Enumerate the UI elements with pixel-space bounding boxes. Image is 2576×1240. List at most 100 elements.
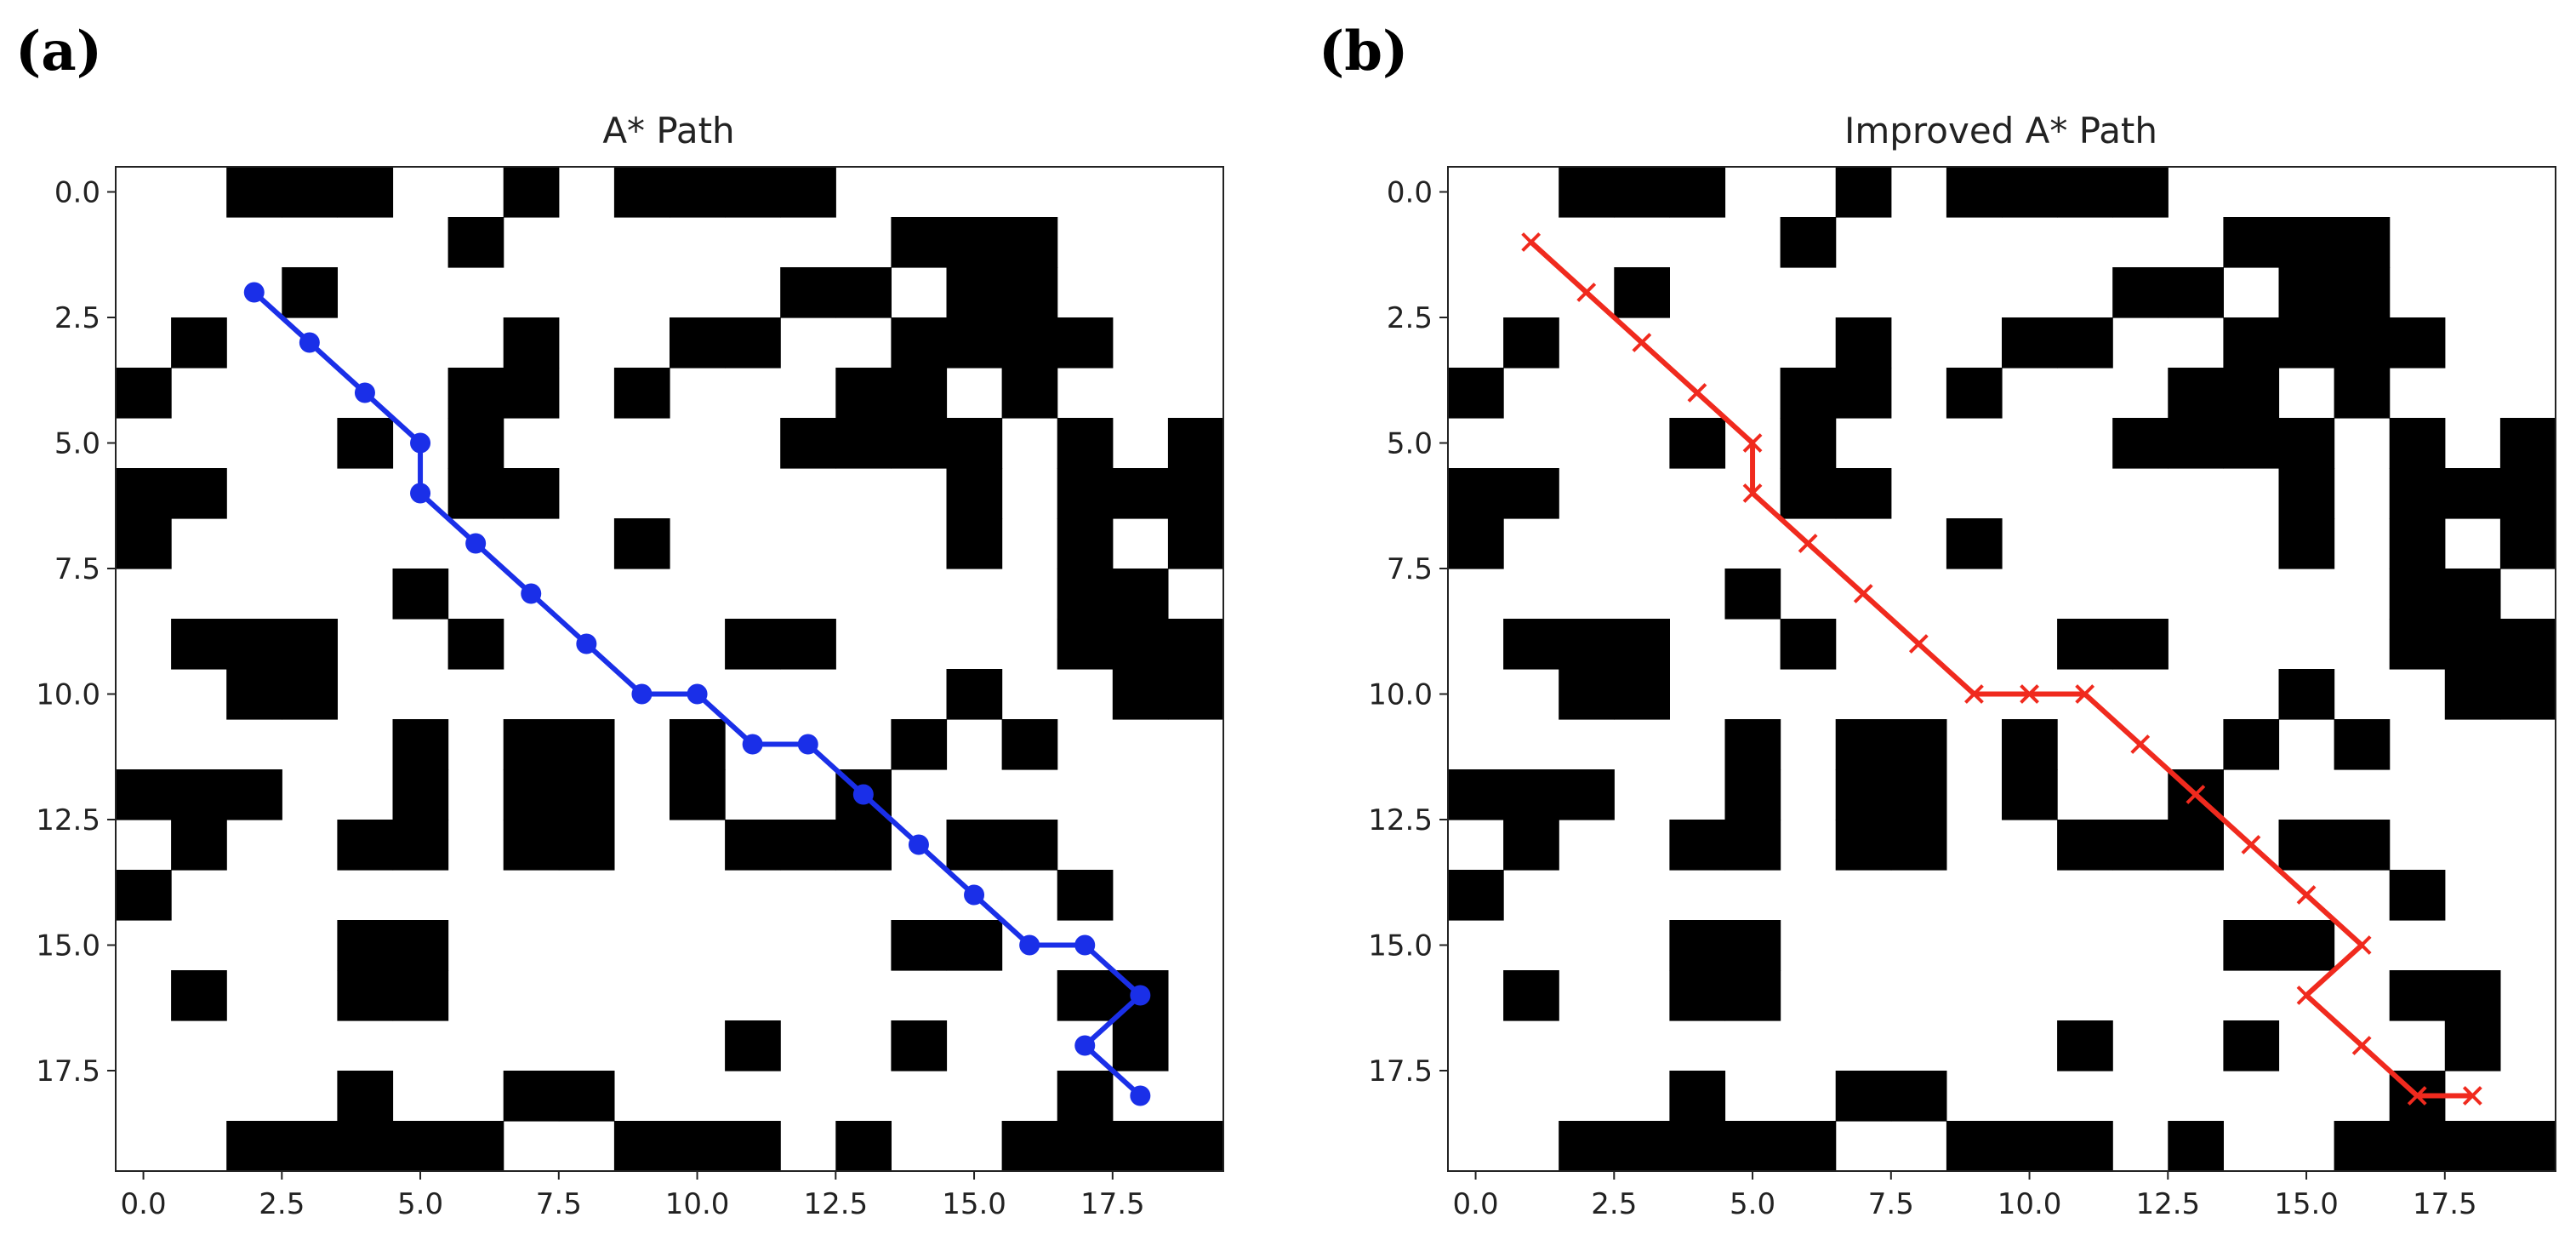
- obstacle-cell: [946, 468, 1003, 519]
- obstacle-cell: [1448, 368, 1504, 419]
- path-point: [2020, 684, 2039, 704]
- x-tick-label: 7.5: [536, 1187, 582, 1221]
- obstacle-cell: [946, 820, 1003, 871]
- x-tick-label: 7.5: [1868, 1187, 1914, 1221]
- obstacle-cell: [1167, 669, 1224, 720]
- obstacle-cell: [337, 820, 394, 871]
- path-point: [742, 734, 763, 755]
- obstacle-cell: [447, 1121, 504, 1172]
- obstacle-cell: [946, 518, 1003, 569]
- obstacle-cell: [1835, 368, 1892, 419]
- path-point: [852, 784, 874, 805]
- x-tick-label: 17.5: [1080, 1187, 1145, 1221]
- obstacle-cell: [1448, 769, 1504, 820]
- obstacle-cell: [670, 769, 726, 820]
- obstacle-cell: [503, 368, 560, 419]
- obstacle-cell: [1057, 569, 1114, 620]
- obstacle-cell: [1112, 1020, 1169, 1071]
- obstacle-cell: [1835, 167, 1892, 218]
- obstacle-cell: [2389, 518, 2446, 569]
- obstacle-cell: [891, 418, 948, 469]
- x-tick-label: 5.0: [1730, 1187, 1775, 1221]
- obstacle-cell: [1724, 569, 1781, 620]
- path-point: [465, 533, 487, 554]
- obstacle-cell: [2278, 317, 2335, 369]
- path-point: [631, 683, 653, 705]
- obstacle-cell: [171, 619, 227, 670]
- obstacle-cell: [171, 769, 227, 820]
- path-point-stroke: [2020, 684, 2039, 704]
- path-point: [2075, 684, 2095, 704]
- path-point-stroke: [2241, 835, 2261, 854]
- y-tick-label: 7.5: [1387, 552, 1433, 586]
- obstacle-cell: [725, 317, 781, 369]
- obstacle-cell: [2278, 217, 2335, 268]
- obstacle-cell: [282, 267, 338, 318]
- obstacle-cell: [835, 1121, 892, 1172]
- path-point: [521, 583, 542, 604]
- obstacle-cell: [1780, 368, 1837, 419]
- path-point: [410, 483, 431, 504]
- obstacle-cell: [392, 1121, 449, 1172]
- obstacle-cell: [670, 719, 726, 770]
- y-tick-label: 17.5: [1368, 1054, 1433, 1089]
- x-tick-label: 5.0: [397, 1187, 443, 1221]
- obstacle-cell: [1167, 468, 1224, 519]
- panel-a-plot-area: 0.0 2.5 5.0 7.5 10.0 12.5 15.0 17.5 0.0 2.5 5.0 7.5…: [36, 166, 1224, 1221]
- obstacle-cell: [2278, 920, 2335, 971]
- obstacle-cell: [2168, 368, 2224, 419]
- path-point-stroke: [1742, 483, 1763, 503]
- obstacle-cell: [2278, 669, 2335, 720]
- obstacle-cell: [2499, 669, 2556, 720]
- obstacle-cell: [282, 619, 338, 670]
- obstacle-cell: [780, 267, 836, 318]
- obstacle-cell: [1001, 820, 1058, 871]
- obstacle-cell: [2444, 468, 2501, 519]
- path-point-stroke: [1798, 534, 1818, 553]
- obstacle-cell: [2278, 468, 2335, 519]
- obstacle-cell: [2444, 1020, 2501, 1071]
- path-point: [2351, 1036, 2372, 1055]
- y-tick-label: 17.5: [36, 1054, 100, 1089]
- obstacle-cell: [1112, 569, 1169, 620]
- obstacle-cell: [2499, 468, 2556, 519]
- obstacle-cell: [780, 418, 836, 469]
- obstacle-cell: [1112, 1121, 1169, 1172]
- path-point-stroke: [2351, 935, 2372, 955]
- obstacle-cell: [392, 970, 449, 1021]
- y-tick-label: 10.0: [1368, 678, 1433, 712]
- obstacle-cell: [670, 167, 726, 218]
- obstacle-cell: [337, 418, 394, 469]
- obstacle-cell: [725, 1020, 781, 1071]
- obstacle-cell: [780, 167, 836, 218]
- obstacle-cell: [891, 217, 948, 268]
- obstacle-cell: [558, 769, 615, 820]
- obstacle-cell: [2499, 1121, 2556, 1172]
- obstacle-cell: [2389, 569, 2446, 620]
- path-point: [2407, 1086, 2427, 1106]
- obstacle-cell: [1057, 468, 1114, 519]
- path-point: [1632, 333, 1652, 352]
- obstacle-cell: [1835, 769, 1892, 820]
- obstacle-cell: [116, 368, 172, 419]
- panel-b-plot-area: 0.0 2.5 5.0 7.5 10.0 12.5 15.0 17.5 0.0 2.5 5.0 7.5…: [1368, 166, 2556, 1221]
- path-point: [1074, 1035, 1096, 1056]
- obstacle-cell: [1669, 820, 1726, 871]
- obstacle-cell: [226, 669, 282, 720]
- path-point: [1742, 483, 1763, 503]
- obstacle-cell: [1057, 418, 1114, 469]
- path-point-stroke: [1853, 584, 1873, 603]
- obstacle-cell: [835, 418, 892, 469]
- obstacle-cell: [725, 1121, 781, 1172]
- plot-frame: [115, 166, 1224, 1172]
- path-point-stroke: [2296, 986, 2317, 1005]
- obstacle-cell: [2112, 820, 2169, 871]
- path-point: [2241, 835, 2261, 854]
- obstacle-cell: [1559, 769, 1615, 820]
- panel-a-label: (a): [15, 20, 102, 83]
- obstacle-cell: [1001, 719, 1058, 770]
- obstacle-cell: [1890, 1071, 1947, 1122]
- path-point-stroke: [2407, 1086, 2427, 1106]
- obstacle-cell: [1167, 518, 1224, 569]
- path-point: [908, 834, 929, 855]
